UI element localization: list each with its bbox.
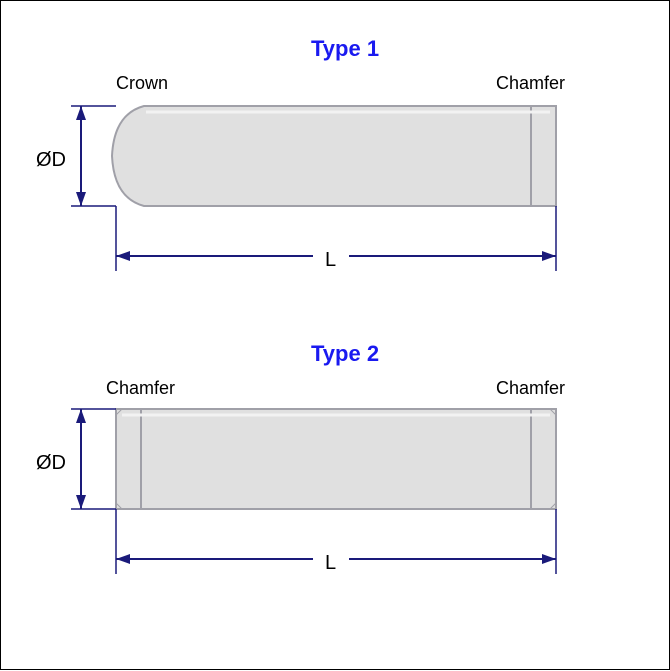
title-type1: Type 1 [311,36,379,61]
diagram-svg: Type 1 Crown Chamfer ØD L Type 2 Chamfer Chamfe… [1,1,670,671]
pin-type2 [116,409,556,509]
pin-type1 [112,106,556,206]
diagram-container: { "canvas": { "width": 670, "height": 67… [0,0,670,670]
label-chamfer-right: Chamfer [496,378,565,398]
label-chamfer-t1: Chamfer [496,73,565,93]
label-crown: Crown [116,73,168,93]
dim-d-type2-label: ØD [36,452,66,474]
title-type2: Type 2 [311,341,379,366]
label-chamfer-left: Chamfer [106,378,175,398]
dim-l-type1-label: L [325,249,336,271]
dim-d-type1-label: ØD [36,149,66,171]
dim-l-type2-label: L [325,552,336,574]
